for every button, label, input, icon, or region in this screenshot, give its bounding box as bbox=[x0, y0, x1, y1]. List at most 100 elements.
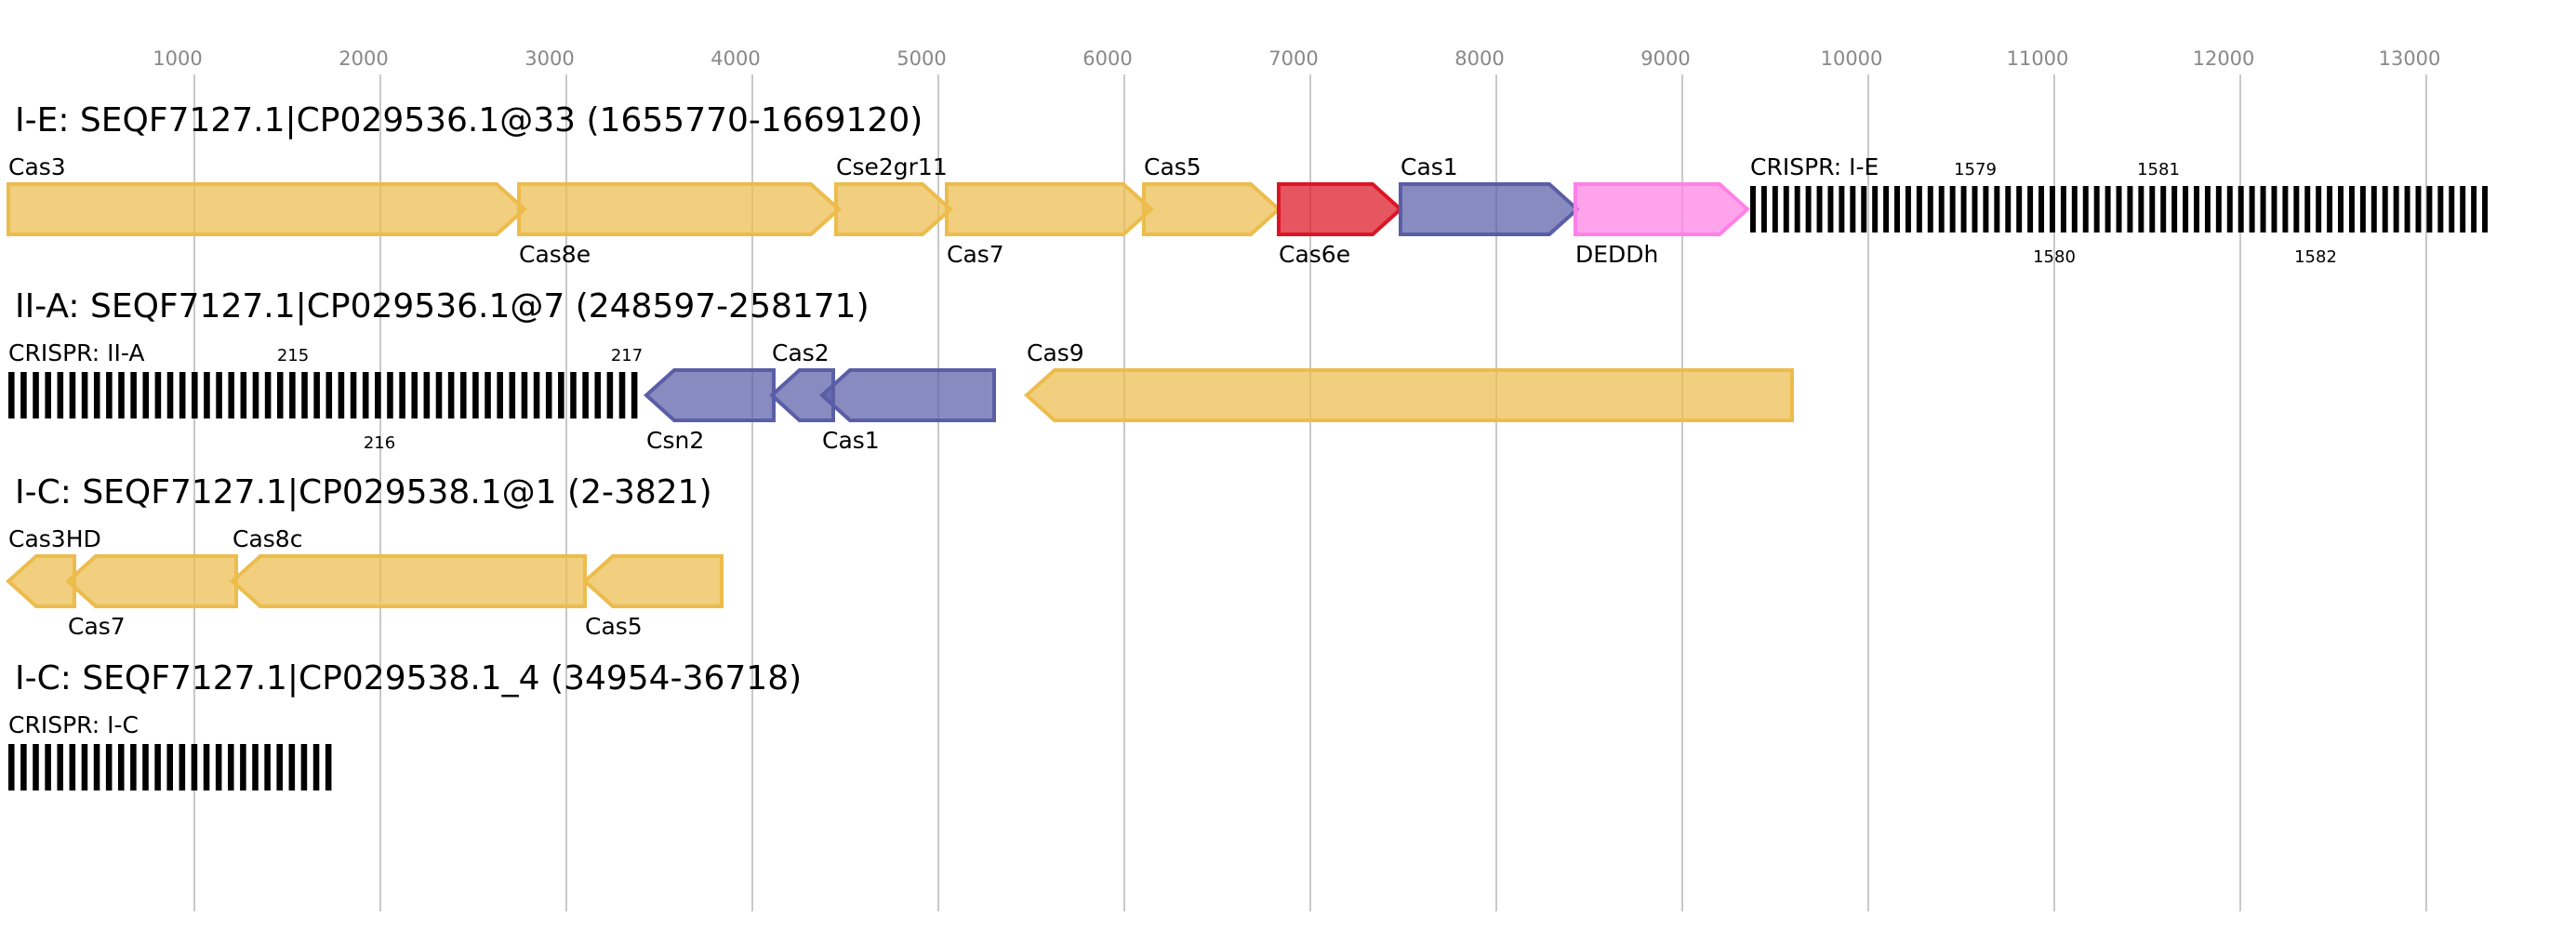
crispr-repeat bbox=[1772, 186, 1778, 232]
gene-cse2gr11-arrow: Cse2gr11 bbox=[834, 153, 953, 236]
crispr-repeat bbox=[1872, 186, 1879, 232]
crispr-repeat bbox=[2471, 186, 2477, 232]
crispr-repeat bbox=[166, 744, 173, 790]
crispr-repeat bbox=[338, 372, 345, 418]
crispr-repeat bbox=[2260, 186, 2266, 232]
gene-arrow-shape bbox=[517, 182, 842, 236]
spacer-label: 1582 bbox=[2294, 247, 2337, 267]
gene-arrow-shape bbox=[769, 368, 835, 422]
track: I-C: SEQF7127.1|CP029538.1@1 (2-3821) Cas… bbox=[6, 473, 724, 640]
gene-cas3-arrow: Cas3 bbox=[7, 153, 527, 236]
gene-cas1-arrow: Cas1 bbox=[1399, 153, 1580, 236]
crispr-repeat bbox=[1883, 186, 1890, 232]
crispr-repeat bbox=[447, 372, 455, 418]
gene-arrow-shape bbox=[230, 554, 587, 608]
crispr-repeat bbox=[2338, 186, 2344, 232]
crispr-repeat bbox=[57, 744, 63, 790]
crispr-repeat bbox=[1827, 186, 1834, 232]
crispr-repeat bbox=[2426, 186, 2433, 232]
crispr-repeat bbox=[1760, 186, 1767, 232]
gene-cas8e-arrow: Cas8e bbox=[517, 182, 842, 268]
gene-cas2-arrow: Cas2 bbox=[769, 339, 835, 422]
crispr-repeat bbox=[1816, 186, 1823, 232]
gene-deddh-arrow: DEDDh bbox=[1573, 182, 1750, 268]
crispr-repeat bbox=[228, 744, 234, 790]
crispr-repeat bbox=[618, 372, 626, 418]
crispr-repeat bbox=[118, 372, 125, 418]
crispr-label: CRISPR: I-E bbox=[1750, 153, 1879, 180]
crispr-repeat bbox=[130, 744, 137, 790]
crispr-repeat bbox=[20, 744, 27, 790]
crispr-repeat bbox=[252, 744, 259, 790]
crispr-repeat bbox=[1916, 186, 1922, 232]
crispr-repeat bbox=[154, 372, 162, 418]
crispr-repeat bbox=[81, 744, 88, 790]
crispr-repeat bbox=[204, 372, 210, 418]
crispr-repeat bbox=[2204, 186, 2211, 232]
gene-arrow-shape bbox=[582, 554, 724, 608]
crispr-array: CRISPR: II-A 215 216 217 bbox=[8, 339, 643, 453]
gene-arrow-shape bbox=[644, 368, 776, 422]
gene-arrow-shape bbox=[1277, 182, 1403, 236]
crispr-repeat bbox=[631, 372, 638, 418]
crispr-repeat bbox=[142, 744, 149, 790]
gene-arrow-shape bbox=[65, 554, 238, 608]
crispr-repeat bbox=[1905, 186, 1911, 232]
crispr-repeat bbox=[2071, 186, 2078, 232]
crispr-repeat bbox=[411, 372, 418, 418]
gene-label: Cse2gr11 bbox=[836, 153, 948, 180]
crispr-repeat bbox=[582, 372, 589, 418]
crispr-repeat bbox=[179, 372, 186, 418]
crispr-repeat bbox=[216, 372, 222, 418]
crispr-repeat bbox=[2226, 186, 2233, 232]
gene-cas5-arrow: Cas5 bbox=[582, 554, 724, 640]
gene-cas8c-arrow: Cas8c bbox=[230, 525, 587, 608]
crispr-repeat bbox=[497, 372, 503, 418]
gene-label: Cas3 bbox=[8, 153, 66, 180]
gene-cas7-arrow: Cas7 bbox=[65, 554, 238, 640]
crispr-repeat bbox=[2249, 186, 2255, 232]
crispr-repeat bbox=[288, 744, 296, 790]
crispr-repeat bbox=[1994, 186, 2000, 232]
crispr-repeat bbox=[130, 372, 137, 418]
gene-label: Cas5 bbox=[1144, 153, 1202, 180]
crispr-repeat bbox=[240, 744, 246, 790]
track: I-C: SEQF7127.1|CP029538.1_4 (34954-3671… bbox=[8, 659, 802, 790]
crispr-repeat bbox=[325, 372, 333, 418]
crispr-repeat bbox=[1927, 186, 1933, 232]
crispr-repeat bbox=[252, 372, 259, 418]
gene-arrow-shape bbox=[1142, 182, 1281, 236]
crispr-repeat bbox=[1983, 186, 1989, 232]
crispr-repeat bbox=[300, 744, 308, 790]
crispr-repeat bbox=[93, 744, 100, 790]
axis-tick-labels: 1000 2000 3000 4000 5000 6000 7000 8000 9000 1000… bbox=[153, 47, 2440, 70]
crispr-repeat bbox=[33, 744, 39, 790]
gene-label: Cas5 bbox=[585, 613, 643, 640]
crispr-repeat bbox=[166, 372, 174, 418]
crispr-repeat bbox=[1894, 186, 1900, 232]
crispr-repeat bbox=[545, 372, 552, 418]
crispr-repeat bbox=[2482, 186, 2489, 232]
crispr-repeat bbox=[2282, 186, 2289, 232]
tick-label: 1000 bbox=[153, 47, 202, 70]
crispr-repeat bbox=[191, 744, 198, 790]
crispr-repeat bbox=[1960, 186, 1967, 232]
crispr-repeat bbox=[435, 372, 443, 418]
crispr-repeat bbox=[399, 372, 405, 418]
crispr-repeat bbox=[2404, 186, 2410, 232]
tick-label: 10000 bbox=[1821, 47, 1883, 70]
crispr-repeat bbox=[276, 744, 283, 790]
crispr-repeat bbox=[2327, 186, 2333, 232]
crispr-repeat bbox=[154, 744, 161, 790]
tick-label: 12000 bbox=[2193, 47, 2255, 70]
spacer-label: 1581 bbox=[2137, 160, 2180, 179]
track-title: I-E: SEQF7127.1|CP029536.1@33 (1655770-1… bbox=[15, 101, 923, 140]
crispr-repeat bbox=[33, 372, 39, 418]
crispr-repeat bbox=[2348, 186, 2355, 232]
crispr-repeat bbox=[93, 372, 100, 418]
tick-label: 7000 bbox=[1268, 47, 1318, 70]
crispr-repeat bbox=[312, 744, 320, 790]
crispr-repeat bbox=[105, 744, 113, 790]
crispr-repeat bbox=[1805, 186, 1812, 232]
